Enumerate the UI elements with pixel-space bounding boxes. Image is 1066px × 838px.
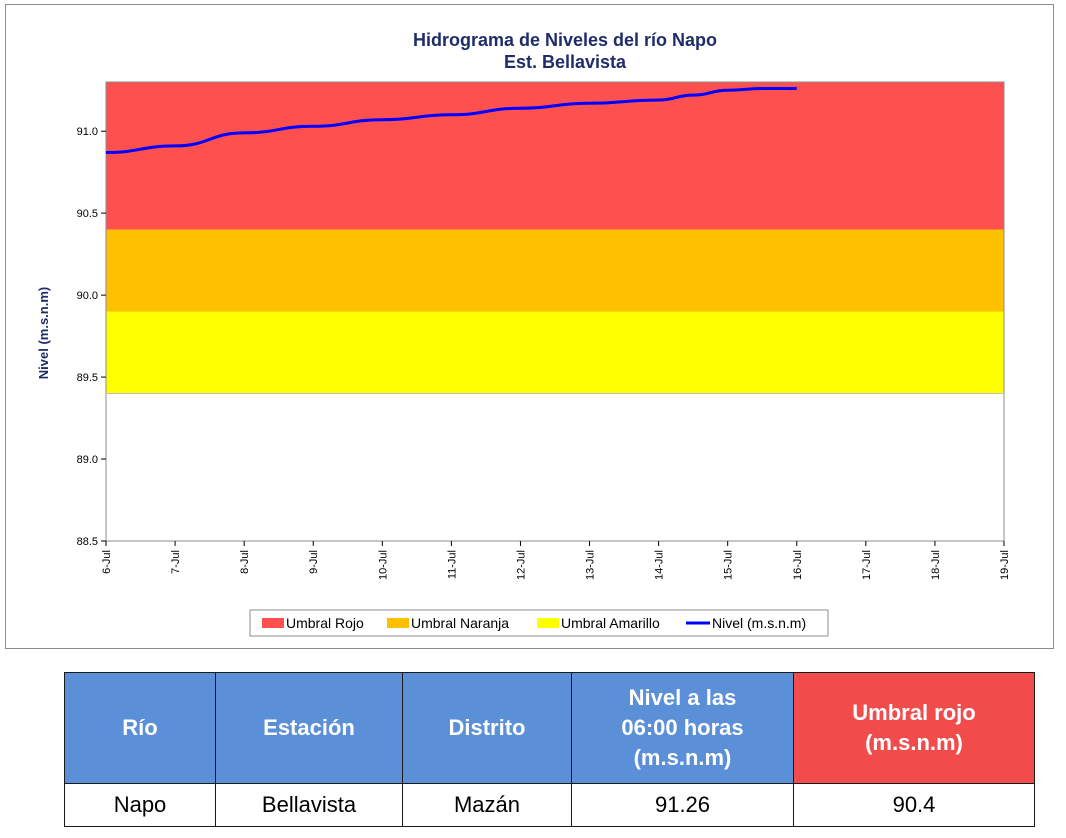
cell-umbral-rojo: 90.4 bbox=[793, 783, 1035, 827]
legend: Umbral Rojo Umbral Naranja Umbral Amarillo… bbox=[249, 609, 829, 637]
station-table: Río Estación Distrito Nivel a las 06:00 … bbox=[64, 672, 1035, 827]
threshold-band-2 bbox=[106, 311, 1004, 394]
legend-label-2: Umbral Amarillo bbox=[561, 615, 660, 631]
x-tick-label-1: 7-Jul bbox=[170, 550, 182, 574]
header-estacion: Estación bbox=[215, 672, 403, 784]
table-header-row: Río Estación Distrito Nivel a las 06:00 … bbox=[64, 672, 1035, 784]
y-tick-label-5: 91.0 bbox=[77, 126, 98, 138]
x-tick-label-12: 18-Jul bbox=[930, 550, 942, 580]
legend-swatch-2 bbox=[537, 618, 559, 628]
y-tick-label-1: 89.0 bbox=[77, 454, 98, 466]
header-distrito: Distrito bbox=[402, 672, 572, 784]
x-tick-label-5: 11-Jul bbox=[446, 550, 458, 579]
x-tick-label-10: 16-Jul bbox=[792, 550, 804, 580]
legend-label-1: Umbral Naranja bbox=[411, 615, 509, 631]
y-tick-label-4: 90.5 bbox=[77, 208, 98, 220]
series-line-0 bbox=[105, 87, 797, 154]
x-tick-label-0: 6-Jul bbox=[101, 550, 113, 574]
x-tick-label-7: 13-Jul bbox=[585, 550, 597, 580]
chart-frame: Hidrograma de Niveles del río Napo Est. … bbox=[5, 4, 1054, 649]
x-tick-label-9: 15-Jul bbox=[723, 550, 735, 580]
cell-estacion: Bellavista bbox=[215, 783, 403, 827]
legend-label-0: Umbral Rojo bbox=[286, 615, 364, 631]
x-tick-label-2: 8-Jul bbox=[239, 550, 251, 574]
y-axis-label: Nivel (m.s.n.m) bbox=[36, 287, 51, 379]
cell-rio: Napo bbox=[64, 783, 216, 827]
cell-distrito: Mazán bbox=[402, 783, 572, 827]
cell-nivel: 91.26 bbox=[571, 783, 794, 827]
hydrograph-chart: Hidrograma de Niveles del río Napo Est. … bbox=[36, 30, 1011, 637]
y-tick-label-2: 89.5 bbox=[77, 372, 98, 384]
y-tick-label-0: 88.5 bbox=[77, 536, 98, 548]
x-tick-label-6: 12-Jul bbox=[515, 550, 527, 580]
x-tick-label-13: 19-Jul bbox=[999, 550, 1011, 580]
y-tick-label-3: 90.0 bbox=[77, 290, 98, 302]
legend-swatch-1 bbox=[387, 618, 409, 628]
x-tick-label-8: 14-Jul bbox=[654, 550, 666, 580]
plot-area-border bbox=[105, 81, 1005, 542]
threshold-band-0 bbox=[106, 82, 1004, 230]
x-tick-label-3: 9-Jul bbox=[308, 550, 320, 574]
chart-title: Hidrograma de Niveles del río Napo bbox=[413, 30, 717, 50]
x-tick-label-4: 10-Jul bbox=[377, 550, 389, 580]
table-row: Napo Bellavista Mazán 91.26 90.4 bbox=[64, 783, 1035, 827]
x-tick-label-11: 17-Jul bbox=[861, 550, 873, 580]
header-umbral-rojo: Umbral rojo (m.s.n.m) bbox=[793, 672, 1035, 784]
chart-subtitle: Est. Bellavista bbox=[504, 52, 627, 72]
legend-label-3: Nivel (m.s.n.m) bbox=[712, 615, 806, 631]
threshold-band-1 bbox=[106, 229, 1004, 312]
header-rio: Río bbox=[64, 672, 216, 784]
header-nivel: Nivel a las 06:00 horas (m.s.n.m) bbox=[571, 672, 794, 784]
legend-swatch-0 bbox=[262, 618, 284, 628]
